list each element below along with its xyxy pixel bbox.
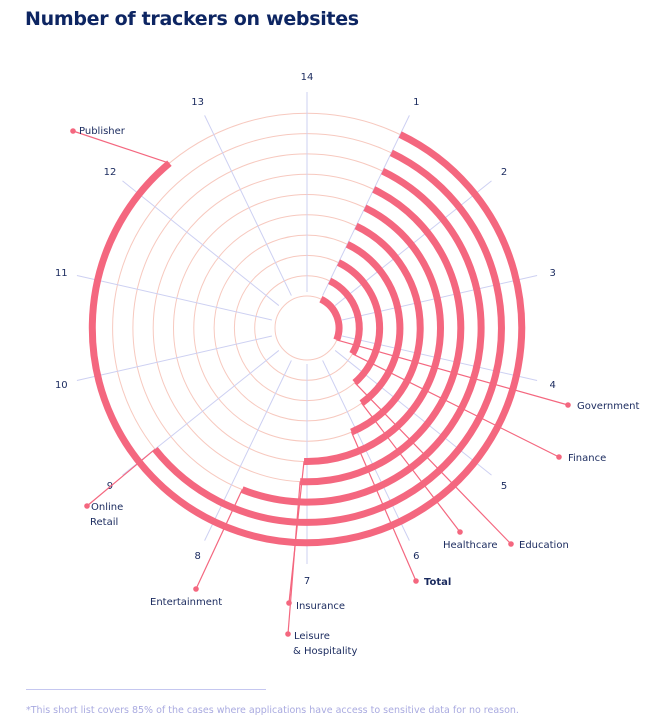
leader-dot <box>413 578 419 584</box>
axis-tick-label: 3 <box>549 268 555 279</box>
arc-finance <box>328 277 363 356</box>
leader-dot <box>193 586 199 592</box>
axis-tick-label: 4 <box>549 380 555 391</box>
axis-tick-label: 11 <box>55 268 68 279</box>
grid-spoke <box>204 115 292 296</box>
leader-line <box>72 130 170 164</box>
arc-publisher <box>88 131 526 547</box>
chart-title: Number of trackers on websites <box>25 8 359 30</box>
category-label: Insurance <box>296 601 345 612</box>
arc-insurance <box>303 204 444 465</box>
leader-line <box>86 448 156 507</box>
category-label: Publisher <box>79 126 126 137</box>
axis-tick-label: 5 <box>501 481 507 492</box>
arc-entertainment <box>240 167 485 506</box>
footnote-divider <box>26 689 266 690</box>
arc-government <box>319 296 343 342</box>
leader-dot <box>508 541 514 547</box>
arc-education <box>336 259 384 386</box>
grid-spoke <box>122 180 280 306</box>
axis-tick-label: 6 <box>413 551 419 562</box>
axis-tick-label: 7 <box>304 576 310 587</box>
leader-dot <box>70 128 76 134</box>
grid-spoke <box>204 360 292 541</box>
leader-dot <box>556 454 562 460</box>
grid-spoke <box>76 335 273 382</box>
axis-tick-label: 1 <box>413 97 419 108</box>
category-label: Finance <box>568 453 606 464</box>
axis-tick-label: 10 <box>55 380 68 391</box>
category-label: Education <box>519 540 569 551</box>
category-label: Government <box>577 401 639 412</box>
category-label: Leisure & Hospitality <box>293 631 357 657</box>
arc-leisure <box>299 186 465 486</box>
arc-total <box>350 222 424 436</box>
category-label: Total <box>424 577 451 588</box>
axis-tick-label: 2 <box>501 167 507 178</box>
arc-healthcare <box>345 241 404 406</box>
category-label: Entertainment <box>150 597 222 608</box>
category-label: Online Retail <box>90 502 123 528</box>
axis-tick-label: 12 <box>104 167 117 178</box>
axis-tick-label: 13 <box>191 97 204 108</box>
axis-tick-label: 14 <box>301 72 314 83</box>
axis-tick-label: 8 <box>194 551 200 562</box>
leader-dot <box>457 529 463 535</box>
leader-dot <box>285 631 291 637</box>
leader-dot <box>565 402 571 408</box>
grid-spoke <box>76 274 273 321</box>
grid-spoke <box>322 115 410 296</box>
leader-line <box>287 481 301 635</box>
footnote: *This short list covers 85% of the cases… <box>26 705 519 716</box>
arc-online <box>152 149 505 526</box>
leader-dot <box>84 503 90 509</box>
category-label: Healthcare <box>443 540 498 551</box>
